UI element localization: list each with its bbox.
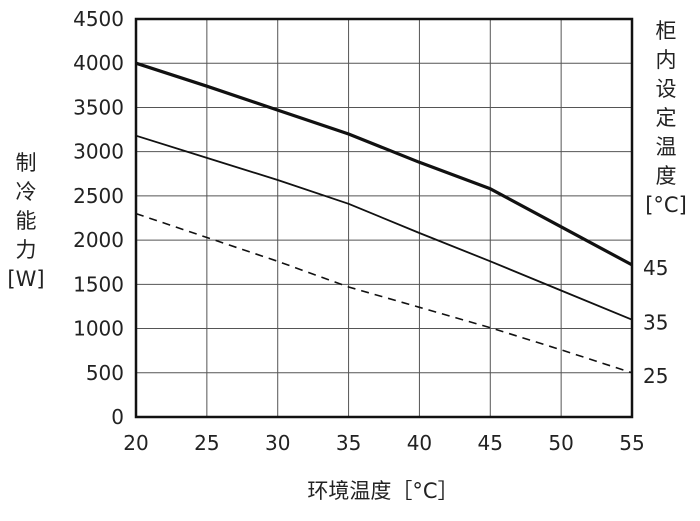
y-tick-label: 4000: [73, 51, 124, 75]
y-axis-label-char: 冷: [16, 180, 37, 204]
y2-axis-label-char: 设: [656, 77, 677, 101]
series-line-45: [135, 61, 633, 267]
y2-axis-label-char: 柜: [656, 19, 677, 43]
x-tick-label: 30: [265, 431, 290, 455]
x-tick-labels: 20 25 30 35 40 45 50 55: [123, 431, 644, 455]
x-tick-label: 25: [194, 431, 219, 455]
plot-frame: [134, 17, 634, 419]
x-tick-label: 45: [478, 431, 503, 455]
x-tick-label: 20: [123, 431, 148, 455]
series-end-labels: 45 35 25: [643, 256, 668, 388]
x-axis-label: 环境温度［°C］: [307, 479, 458, 503]
y2-axis-label-char: [°C]: [645, 193, 687, 217]
y-tick-label: 1000: [73, 317, 124, 341]
y-tick-label: 3500: [73, 95, 124, 119]
y-axis-label-char: [W]: [7, 267, 44, 291]
y-axis-label-char: 能: [16, 209, 37, 233]
y-tick-label: 4500: [73, 7, 124, 31]
x-tick-label: 35: [336, 431, 361, 455]
series-line-25: [135, 212, 633, 374]
y-tick-label: 0: [111, 405, 124, 429]
y-tick-label: 3000: [73, 140, 124, 164]
y-tick-label: 500: [86, 361, 124, 385]
y-tick-labels: 0 500 1000 1500 2000 2500 3000 3500 4000 4500: [73, 7, 124, 429]
series-end-label-25: 25: [643, 364, 668, 388]
grid-lines: [136, 19, 632, 417]
y-axis-label-char: 制: [16, 151, 37, 175]
x-tick-label: 40: [407, 431, 432, 455]
series-lines: [135, 61, 633, 374]
series-end-label-45: 45: [643, 256, 668, 280]
x-tick-label: 55: [619, 431, 644, 455]
series-end-label-35: 35: [643, 311, 668, 335]
y2-axis-label-char: 定: [656, 106, 677, 130]
y2-axis-label-char: 温: [656, 135, 677, 159]
y-axis-label-char: 力: [16, 238, 37, 262]
y2-axis-label-char: 内: [656, 48, 677, 72]
y-tick-label: 2500: [73, 184, 124, 208]
x-tick-label: 50: [548, 431, 573, 455]
series-line-35: [135, 134, 633, 321]
y2-axis-label-char: 度: [656, 164, 677, 188]
y-tick-label: 2000: [73, 228, 124, 252]
y-tick-label: 1500: [73, 272, 124, 296]
